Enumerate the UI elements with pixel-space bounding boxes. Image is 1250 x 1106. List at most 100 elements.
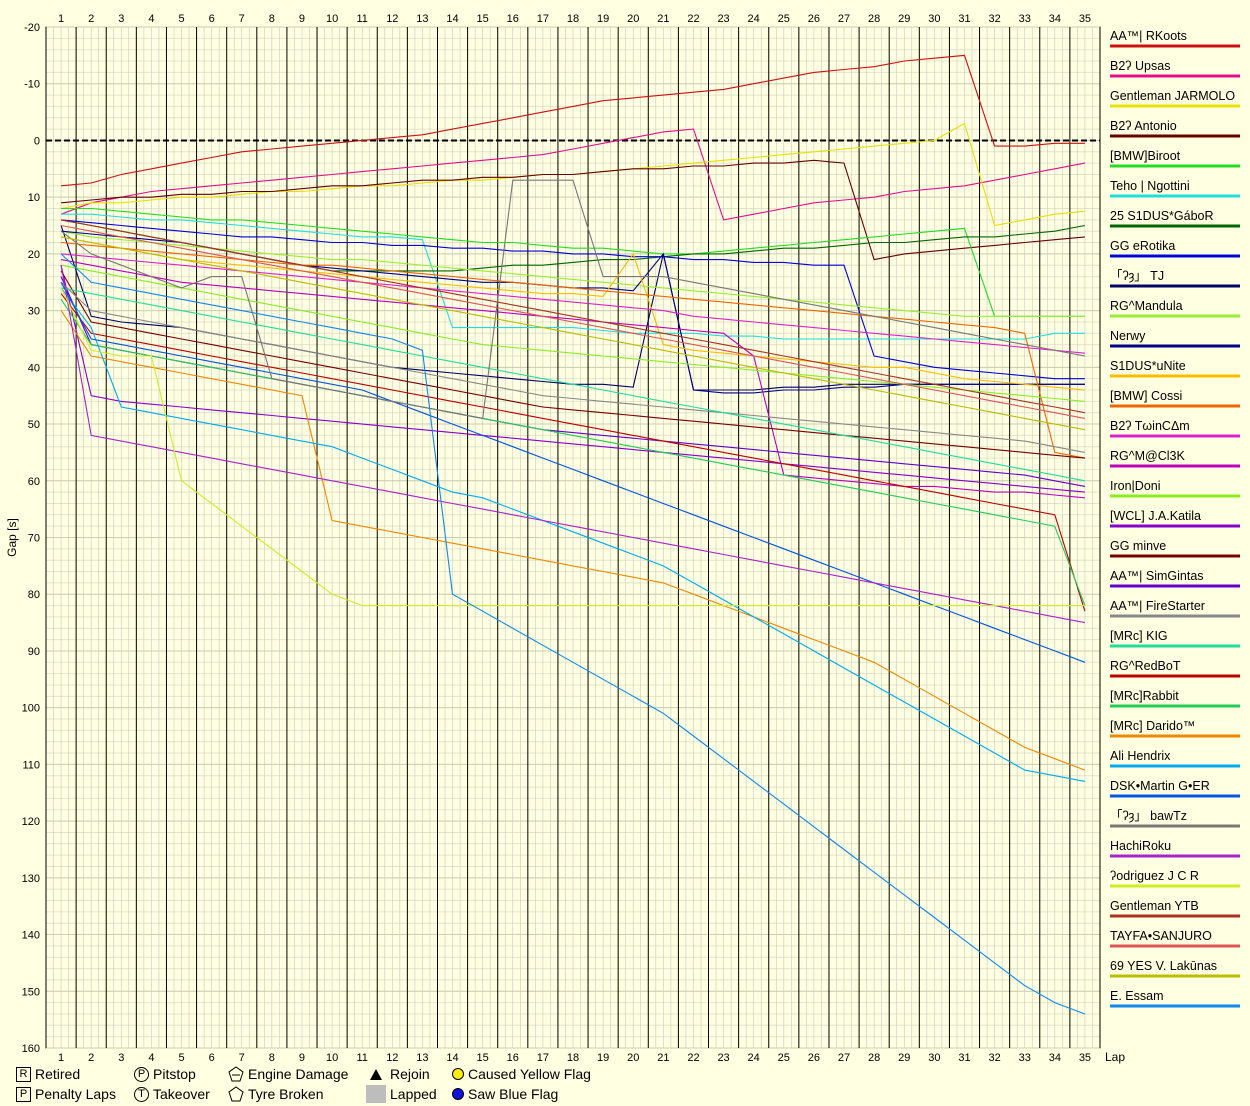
legend-entry-label: AA™| RKoots bbox=[1110, 29, 1187, 43]
x-tick-label-bottom: 18 bbox=[567, 1052, 579, 1064]
x-tick-label-bottom: 13 bbox=[416, 1052, 428, 1064]
legend-rejoin-label: Rejoin bbox=[390, 1066, 430, 1082]
yellow-flag-icon bbox=[452, 1068, 464, 1080]
x-tick-label-top: 11 bbox=[356, 13, 367, 25]
y-tick-label: 80 bbox=[28, 589, 40, 601]
legend-entry-label: [MRc] KIG bbox=[1110, 629, 1168, 643]
series-line-22 bbox=[60, 293, 1086, 612]
x-tick-label-top: 32 bbox=[988, 13, 1000, 25]
x-tick-label-bottom: 14 bbox=[446, 1052, 458, 1064]
legend-entry-label: GG eRotika bbox=[1110, 239, 1175, 253]
x-tick-label-top: 14 bbox=[446, 13, 458, 25]
legend-pitstop: P Pitstop bbox=[134, 1066, 196, 1082]
x-tick-label-top: 3 bbox=[118, 13, 124, 25]
x-tick-label-bottom: 3 bbox=[118, 1052, 124, 1064]
legend-entry-label: [WCL] J.A.Katila bbox=[1110, 509, 1201, 523]
x-tick-label-top: 29 bbox=[898, 13, 910, 25]
x-tick-label-bottom: 26 bbox=[808, 1052, 820, 1064]
legend-tyre-broken-label: Tyre Broken bbox=[248, 1086, 324, 1102]
series-line-23 bbox=[60, 298, 1086, 606]
legend-entry-label: Ali Hendrix bbox=[1110, 749, 1171, 763]
x-tick-label-top: 15 bbox=[477, 13, 489, 25]
x-tick-label-top: 19 bbox=[597, 13, 609, 25]
x-tick-label-bottom: 34 bbox=[1049, 1052, 1061, 1064]
legend-retired-label: Retired bbox=[35, 1066, 81, 1082]
series-line-32 bbox=[60, 236, 1086, 431]
y-tick-label: -10 bbox=[24, 79, 40, 91]
y-axis-label: Gap [s] bbox=[5, 518, 19, 557]
y-tick-label: 30 bbox=[28, 306, 40, 318]
series-line-13 bbox=[61, 241, 1086, 459]
engine-damage-icon bbox=[228, 1066, 244, 1082]
y-tick-label: 40 bbox=[28, 362, 40, 374]
series-line-21 bbox=[60, 287, 1086, 482]
x-tick-label-bottom: 17 bbox=[537, 1052, 549, 1064]
y-tick-label: 70 bbox=[28, 533, 40, 545]
legend-entry-label: RG^M@Cl3K bbox=[1110, 449, 1185, 463]
x-tick-label-top: 13 bbox=[416, 13, 428, 25]
legend-entry-label: S1DUS*uNite bbox=[1110, 359, 1186, 373]
y-tick-label: 130 bbox=[22, 873, 40, 885]
y-tick-label: 160 bbox=[22, 1043, 40, 1055]
x-tick-label-top: 6 bbox=[209, 13, 215, 25]
x-tick-label-bottom: 8 bbox=[269, 1052, 275, 1064]
x-tick-label-top: 9 bbox=[299, 13, 305, 25]
x-tick-label-bottom: 30 bbox=[928, 1052, 940, 1064]
y-tick-label: 140 bbox=[22, 930, 40, 942]
series-line-2 bbox=[60, 128, 1086, 221]
x-tick-label-top: 18 bbox=[567, 13, 579, 25]
legend-entry-label: [BMW] Cossi bbox=[1110, 389, 1182, 403]
series-line-15 bbox=[60, 259, 1085, 499]
x-tick-label-bottom: 33 bbox=[1019, 1052, 1031, 1064]
x-tick-label-top: 12 bbox=[386, 13, 398, 25]
legend-entry-label: B2ʔ TωinCΔm bbox=[1110, 419, 1190, 433]
series-line-29 bbox=[60, 287, 1085, 607]
x-tick-label-bottom: 5 bbox=[178, 1052, 184, 1064]
series-line-6 bbox=[61, 213, 1085, 340]
y-tick-label: 100 bbox=[22, 703, 40, 715]
x-tick-label-bottom: 27 bbox=[838, 1052, 850, 1064]
legend-entry-label: [MRc]Rabbit bbox=[1110, 689, 1179, 703]
x-tick-label-bottom: 1 bbox=[58, 1052, 64, 1064]
x-tick-label-top: 2 bbox=[88, 13, 94, 25]
legend-entry-label: [BMW]Biroot bbox=[1110, 149, 1181, 163]
series-line-26 bbox=[60, 282, 1086, 663]
legend-takeover-label: Takeover bbox=[153, 1086, 210, 1102]
lapped-icon bbox=[366, 1085, 386, 1103]
x-tick-label-top: 17 bbox=[537, 13, 549, 25]
legend-tyre-broken: Tyre Broken bbox=[228, 1086, 323, 1102]
x-tick-label-bottom: 12 bbox=[386, 1052, 398, 1064]
x-tick-label-bottom: 7 bbox=[239, 1052, 245, 1064]
x-tick-label-bottom: 20 bbox=[627, 1052, 639, 1064]
x-tick-label-bottom: 16 bbox=[507, 1052, 519, 1064]
x-tick-label-top: 10 bbox=[326, 13, 338, 25]
y-tick-label: 60 bbox=[28, 476, 40, 488]
legend-caused-yellow-flag: Caused Yellow Flag bbox=[452, 1066, 591, 1082]
x-tick-label-bottom: 9 bbox=[299, 1052, 305, 1064]
y-tick-label: 110 bbox=[22, 759, 40, 771]
x-tick-label-bottom: 11 bbox=[356, 1052, 367, 1064]
y-tick-label: 20 bbox=[28, 249, 40, 261]
legend-engine-damage-label: Engine Damage bbox=[248, 1066, 349, 1082]
legend-entry-label: [MRc] Darido™ bbox=[1110, 719, 1195, 733]
series-line-31 bbox=[60, 224, 1086, 419]
x-tick-label-top: 8 bbox=[269, 13, 275, 25]
x-tick-label-bottom: 10 bbox=[326, 1052, 338, 1064]
legend-entry-label: Iron|Doni bbox=[1110, 479, 1161, 493]
x-tick-label-top: 27 bbox=[838, 13, 850, 25]
x-tick-label-top: 23 bbox=[717, 13, 729, 25]
legend-entry-label: 25 S1DUS*GáboR bbox=[1110, 209, 1214, 223]
x-tick-label-top: 21 bbox=[657, 13, 669, 25]
legend-engine-damage: Engine Damage bbox=[228, 1066, 348, 1082]
x-tick-label-top: 28 bbox=[868, 13, 880, 25]
retired-icon: R bbox=[16, 1066, 31, 1082]
x-tick-label-top: 30 bbox=[928, 13, 940, 25]
rejoin-icon bbox=[370, 1068, 382, 1080]
legend-entry-label: B2ʔ Upsas bbox=[1110, 59, 1170, 73]
x-tick-label-bottom: 31 bbox=[958, 1052, 970, 1064]
series-line-10 bbox=[60, 230, 1085, 317]
x-tick-label-top: 35 bbox=[1079, 13, 1091, 25]
y-tick-label: 150 bbox=[22, 986, 40, 998]
legend-entry-label: TAYFA•SANJURO bbox=[1110, 929, 1212, 943]
